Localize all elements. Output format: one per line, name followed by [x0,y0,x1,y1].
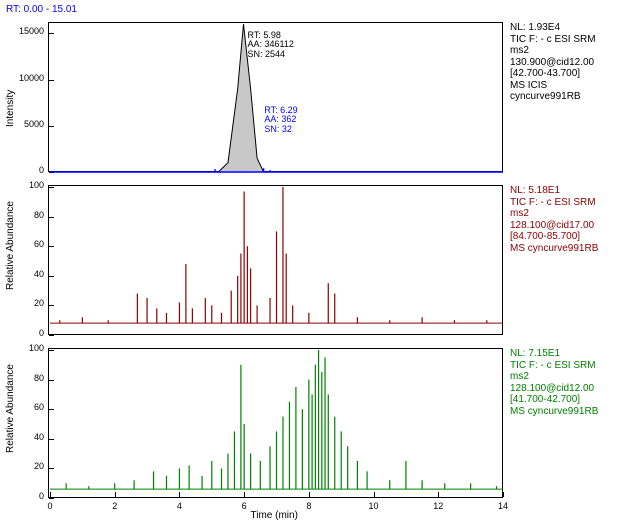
y-axis-label: Relative Abundance [5,364,16,453]
ytick-label: 15000 [16,26,44,36]
x-axis-label: Time (min) [251,510,298,521]
xtick-label: 8 [306,501,311,511]
panel-p1: RT: 5.98AA: 346112SN: 2544 RT: 6.29AA: 36… [0,22,620,172]
xtick-label: 0 [47,501,52,511]
xtick-label: 14 [498,501,508,511]
ytick-label: 80 [16,373,44,383]
xtick-label: 4 [177,501,182,511]
chromatogram-trace [49,349,504,499]
xtick-label: 10 [369,501,379,511]
ytick-label: 20 [16,461,44,471]
xtick-label: 6 [242,501,247,511]
ytick-label: 100 [16,343,44,353]
xtick-label: 12 [433,501,443,511]
plot-area: RT: 5.98AA: 346112SN: 2544 RT: 6.29AA: 36… [48,22,503,172]
ytick-label: 10000 [16,73,44,83]
chromatogram-trace [49,186,504,336]
ytick-label: 0 [16,491,44,501]
plot-area [48,185,503,335]
ytick-label: 0 [16,328,44,338]
panel-p2: 020406080100Relative Abundance [0,185,620,335]
ytick-label: 60 [16,402,44,412]
ytick-label: 60 [16,239,44,249]
peak-annotation: RT: 6.29AA: 362SN: 32 [264,106,297,136]
plot-area: 02468101214 [48,348,503,498]
ytick-label: 80 [16,210,44,220]
retention-time-header: RT: 0.00 - 15.01 [6,4,77,15]
ytick-label: 20 [16,298,44,308]
y-axis-label: Relative Abundance [5,201,16,290]
ytick-label: 40 [16,432,44,442]
ytick-label: 100 [16,180,44,190]
ytick-label: 0 [16,165,44,175]
panel-p3: 02468101214020406080100Relative Abundanc… [0,348,620,498]
ytick-label: 40 [16,269,44,279]
xtick-label: 2 [112,501,117,511]
ytick-label: 5000 [16,119,44,129]
y-axis-label: Intensity [5,90,16,127]
peak-annotation: RT: 5.98AA: 346112SN: 2544 [247,31,293,61]
